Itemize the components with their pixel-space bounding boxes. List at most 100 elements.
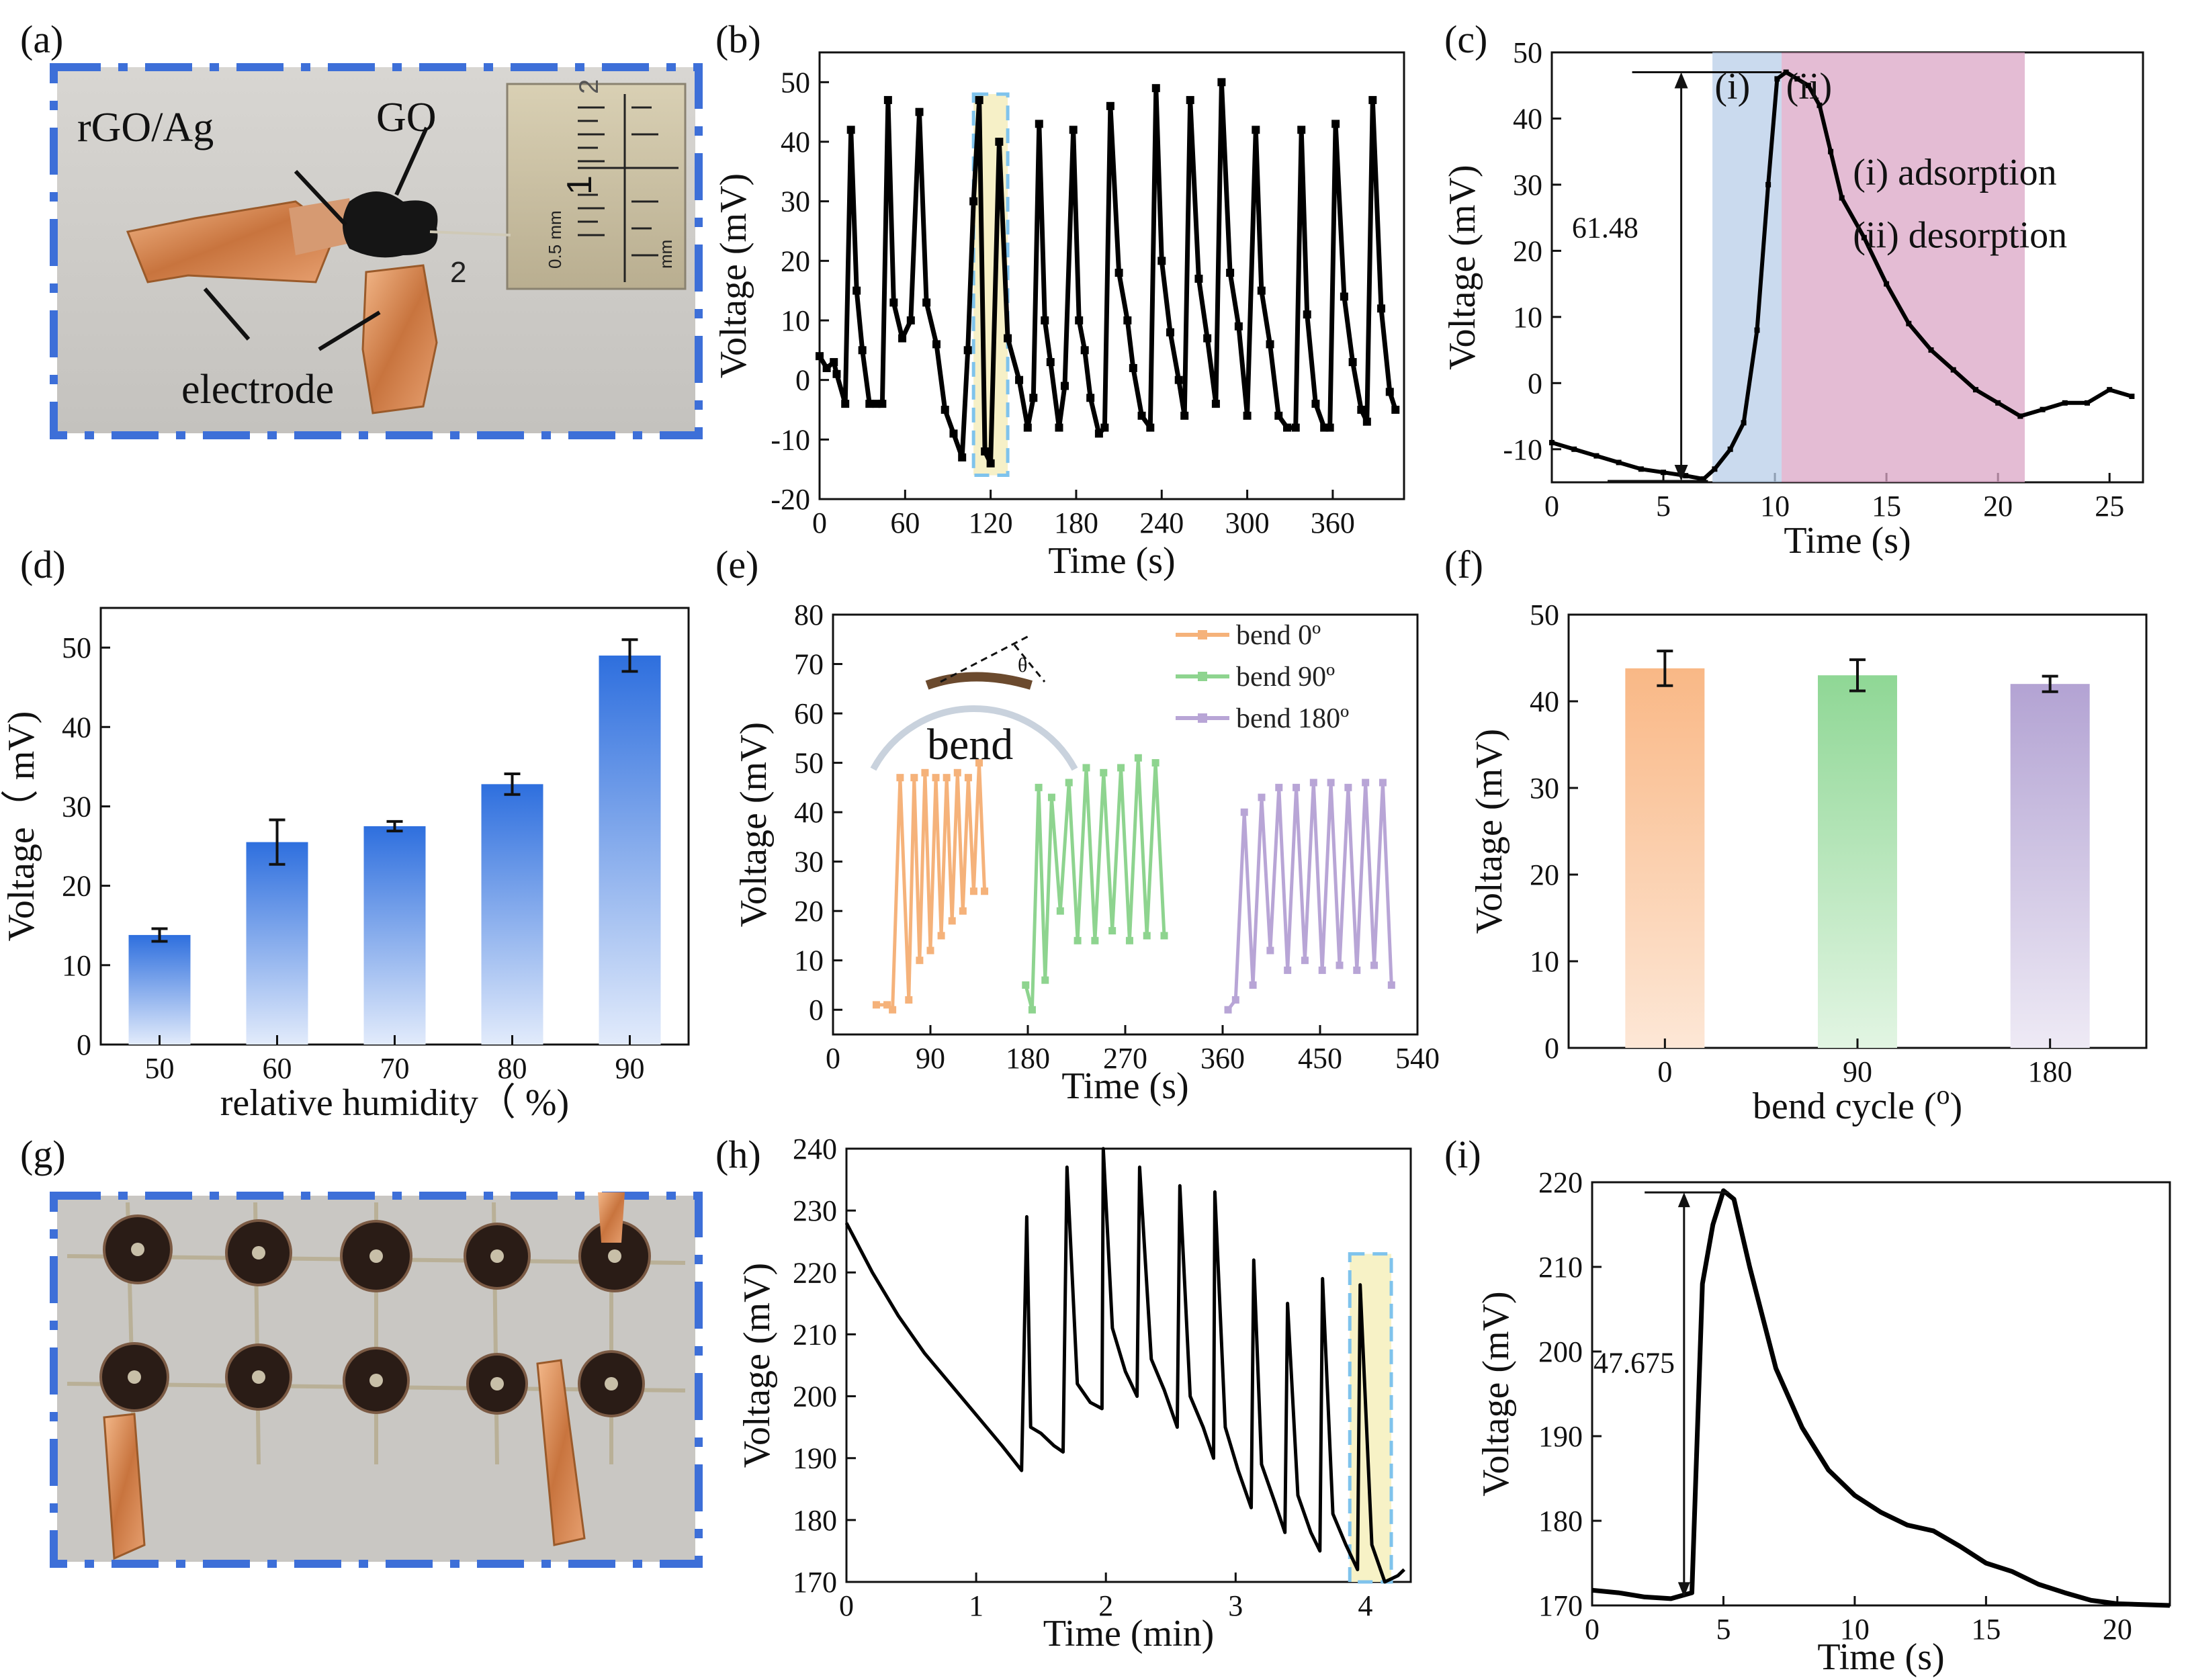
handwritten-2: 2: [450, 256, 466, 289]
y-axis-label: Voltage (mV): [1475, 1291, 1517, 1496]
copper-electrode-left: [126, 200, 337, 283]
data-point: [1348, 358, 1357, 367]
data-point: [916, 957, 924, 965]
y-tick-label: 40: [1513, 102, 1542, 135]
data-point: [1186, 95, 1194, 104]
data-point: [1134, 754, 1142, 762]
data-point: [1377, 304, 1386, 313]
y-tick-label: 50: [1513, 36, 1542, 69]
bar: [363, 826, 426, 1045]
data-point: [1023, 423, 1032, 432]
data-point: [883, 95, 892, 104]
data-point: [1884, 281, 1890, 287]
data-point: [1972, 387, 1978, 393]
data-point: [1370, 961, 1379, 969]
data-point: [1379, 779, 1387, 787]
wire: [429, 230, 511, 236]
x-tick-label: 540: [1395, 1042, 1440, 1075]
x-tick-label: 20: [1983, 490, 2013, 523]
y-tick-label: 60: [794, 697, 824, 730]
label-ii: (ii): [1786, 66, 1832, 107]
data-point: [1160, 932, 1168, 940]
data-point: [915, 107, 924, 116]
data-point: [1129, 363, 1137, 372]
y-tick-label: 30: [1530, 772, 1559, 805]
data-point: [1157, 257, 1166, 265]
data-point: [2062, 400, 2068, 406]
data-point: [940, 406, 949, 414]
panel-f: 0 10 20 30 40 50 0 90 180 bend cycle (o) Voltage (…: [1444, 543, 2148, 1127]
data-point: [932, 340, 940, 349]
data-point: [1741, 420, 1747, 426]
y-tick-label: 50: [781, 66, 810, 99]
data-point: [1928, 347, 1934, 353]
y-tick-label: 200: [1538, 1335, 1583, 1368]
x-tick-label: 25: [2095, 490, 2124, 523]
y-tick-label: -10: [1503, 433, 1542, 466]
data-point: [921, 768, 929, 777]
x-tick-label: 5: [1656, 490, 1671, 523]
y-tick-label: 220: [1538, 1166, 1583, 1199]
plot-frame: [818, 51, 1405, 500]
data-point: [932, 774, 940, 782]
data-point: [1331, 120, 1340, 128]
data-point: [1243, 411, 1252, 420]
data-point: [898, 334, 907, 343]
data-point: [1217, 78, 1226, 87]
data-point: [1839, 195, 1845, 201]
data-point: [1266, 946, 1274, 955]
data-point: [1249, 981, 1257, 989]
y-tick-label: 240: [793, 1133, 837, 1165]
y-tick-label: 180: [793, 1504, 837, 1537]
inset-arc: [870, 705, 1078, 771]
data-point: [832, 369, 841, 378]
panel-b: 0 60 120 180 240 300 360 -20 -10 0 10 20 30 40 50 Time …: [713, 17, 1405, 582]
y-tick-label: 80: [794, 599, 824, 631]
data-point: [830, 358, 838, 367]
data-point: [1234, 322, 1243, 330]
data-point: [1224, 1006, 1232, 1014]
data-point: [1086, 394, 1095, 402]
data-point: [975, 95, 983, 104]
panel-letter: (b): [715, 17, 761, 61]
x-tick-label: 50: [145, 1052, 175, 1085]
label-electrode: electrode: [181, 367, 334, 412]
bar: [1818, 675, 1897, 1048]
data-point: [1258, 793, 1266, 801]
data-point: [1028, 1006, 1036, 1014]
data-point: [1211, 400, 1220, 408]
y-tick-label: 20: [1513, 234, 1542, 267]
data-point: [1194, 274, 1203, 283]
data-point: [865, 400, 874, 408]
y-axis-label: Voltage (mV): [733, 722, 775, 927]
data-point: [1616, 459, 1622, 466]
data-point: [1765, 181, 1771, 187]
ruler-mark-2: 2: [574, 79, 604, 94]
panel-h: 0 1 2 3 4 170 180 190 200 210 220 230 240 Time (min) V…: [715, 1133, 1412, 1654]
bar: [128, 934, 191, 1045]
y-tick-label: 40: [781, 126, 810, 159]
ruler-ticks: [578, 94, 679, 282]
data-point: [906, 316, 915, 324]
legend-marker: [1198, 713, 1207, 723]
x-tick-label: 180: [1054, 506, 1098, 539]
y-tick-label: 40: [62, 711, 91, 744]
x-tick-label: 0: [812, 506, 827, 539]
x-axis-label: Time (min): [1043, 1613, 1215, 1654]
data-point: [1712, 466, 1718, 472]
x-tick-label: 15: [1971, 1613, 2001, 1646]
data-point: [1022, 981, 1030, 989]
x-axis-label: Time (s): [1048, 540, 1175, 582]
pointer-electrode-left: [203, 288, 251, 341]
series-line: [1024, 756, 1166, 1012]
series-line: [1227, 781, 1393, 1011]
data-point: [1774, 76, 1780, 82]
data-point: [1283, 423, 1291, 432]
y-tick-label: 180: [1538, 1505, 1583, 1538]
data-point: [995, 138, 1004, 146]
legend-desorption: (ii) desorption: [1853, 214, 2067, 256]
y-tick-label: 10: [781, 304, 810, 337]
y-tick-label: 50: [62, 631, 91, 664]
dashed-frame: [50, 63, 703, 439]
data-point: [1828, 148, 1834, 154]
